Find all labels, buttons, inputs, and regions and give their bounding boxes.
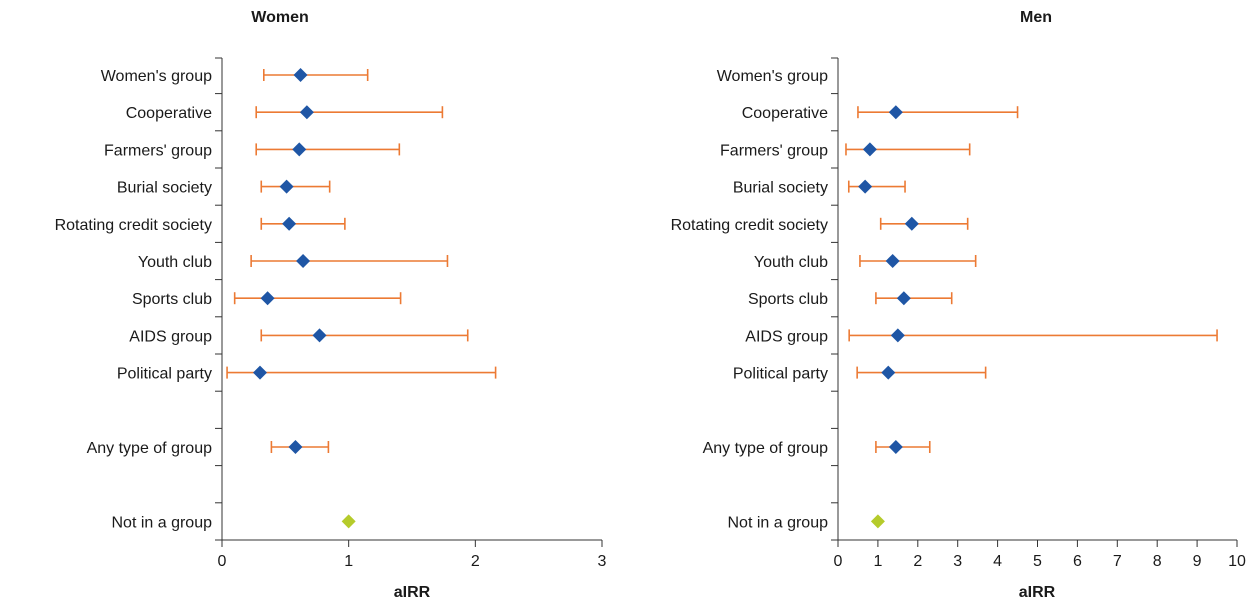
point-marker-any-type-of-group — [888, 440, 903, 454]
point-marker-youth-club — [296, 254, 311, 268]
category-label-not-in-a-group: Not in a group — [111, 514, 212, 531]
category-label-cooperative: Cooperative — [126, 105, 212, 122]
point-marker-political-party — [253, 365, 267, 380]
category-label-any-type-of-group: Any type of group — [703, 440, 829, 457]
point-marker-rotating-credit-society — [904, 216, 919, 231]
point-marker-cooperative — [888, 105, 903, 120]
point-marker-rotating-credit-society — [282, 216, 297, 231]
category-label-rotating-credit-society: Rotating credit society — [55, 217, 212, 234]
category-label-burial-society: Burial society — [117, 180, 212, 197]
x-tick-label-3: 3 — [953, 553, 962, 570]
category-label-aids-group: AIDS group — [745, 328, 828, 345]
category-label-political-party: Political party — [117, 366, 212, 383]
category-label-youth-club: Youth club — [754, 254, 828, 271]
point-marker-burial-society — [858, 179, 873, 194]
point-marker-youth-club — [885, 254, 900, 268]
point-marker-sports-club — [896, 291, 911, 306]
point-marker-farmers-group — [292, 142, 307, 157]
category-label-sports-club: Sports club — [748, 291, 828, 308]
x-tick-label-0: 0 — [834, 553, 843, 570]
point-marker-aids-group — [312, 328, 327, 343]
point-marker-burial-society — [279, 179, 294, 194]
category-label-farmers-group: Farmers' group — [720, 142, 828, 159]
category-label-youth-club: Youth club — [138, 254, 212, 271]
x-tick-label-5: 5 — [1033, 553, 1042, 570]
category-label-rotating-credit-society: Rotating credit society — [671, 217, 828, 234]
x-tick-label-7: 7 — [1113, 553, 1122, 570]
category-label-cooperative: Cooperative — [742, 105, 828, 122]
x-axis-title-women: aIRR — [394, 584, 431, 601]
x-tick-label-2: 2 — [913, 553, 922, 570]
reference-marker-not-in-a-group — [341, 514, 356, 529]
x-tick-label-1: 1 — [344, 553, 353, 570]
x-tick-label-6: 6 — [1073, 553, 1082, 570]
x-tick-label-1: 1 — [873, 553, 882, 570]
point-marker-cooperative — [299, 105, 314, 120]
x-tick-label-9: 9 — [1193, 553, 1202, 570]
category-label-not-in-a-group: Not in a group — [727, 514, 828, 531]
category-label-aids-group: AIDS group — [129, 328, 212, 345]
panel-title-men: Men — [1020, 9, 1052, 26]
point-marker-farmers-group — [862, 142, 877, 157]
x-tick-label-10: 10 — [1228, 553, 1246, 570]
point-marker-political-party — [881, 365, 896, 380]
x-tick-label-8: 8 — [1153, 553, 1162, 570]
x-tick-label-2: 2 — [471, 553, 480, 570]
panel-women: Women aIRR Women's group Cooperative Farme… — [55, 9, 607, 601]
point-marker-aids-group — [890, 328, 905, 343]
x-tick-label-3: 3 — [598, 553, 607, 570]
point-marker-sports-club — [260, 291, 275, 306]
category-label-political-party: Political party — [733, 366, 828, 383]
reference-marker-not-in-a-group — [870, 514, 885, 529]
category-label-farmers-group: Farmers' group — [104, 142, 212, 159]
category-label-burial-society: Burial society — [733, 180, 828, 197]
panel-men: Men aIRR Women's group Cooperative Farmers… — [671, 9, 1246, 601]
category-label-any-type-of-group: Any type of group — [87, 440, 213, 457]
point-marker-any-type-of-group — [288, 440, 303, 454]
category-label-women-s-group: Women's group — [101, 68, 212, 85]
x-axis-title-men: aIRR — [1019, 584, 1056, 601]
category-label-women-s-group: Women's group — [717, 68, 828, 85]
panel-title-women: Women — [251, 9, 308, 26]
x-tick-label-4: 4 — [993, 553, 1002, 570]
point-marker-women-s-group — [293, 68, 308, 82]
category-label-sports-club: Sports club — [132, 291, 212, 308]
x-tick-label-0: 0 — [218, 553, 227, 570]
